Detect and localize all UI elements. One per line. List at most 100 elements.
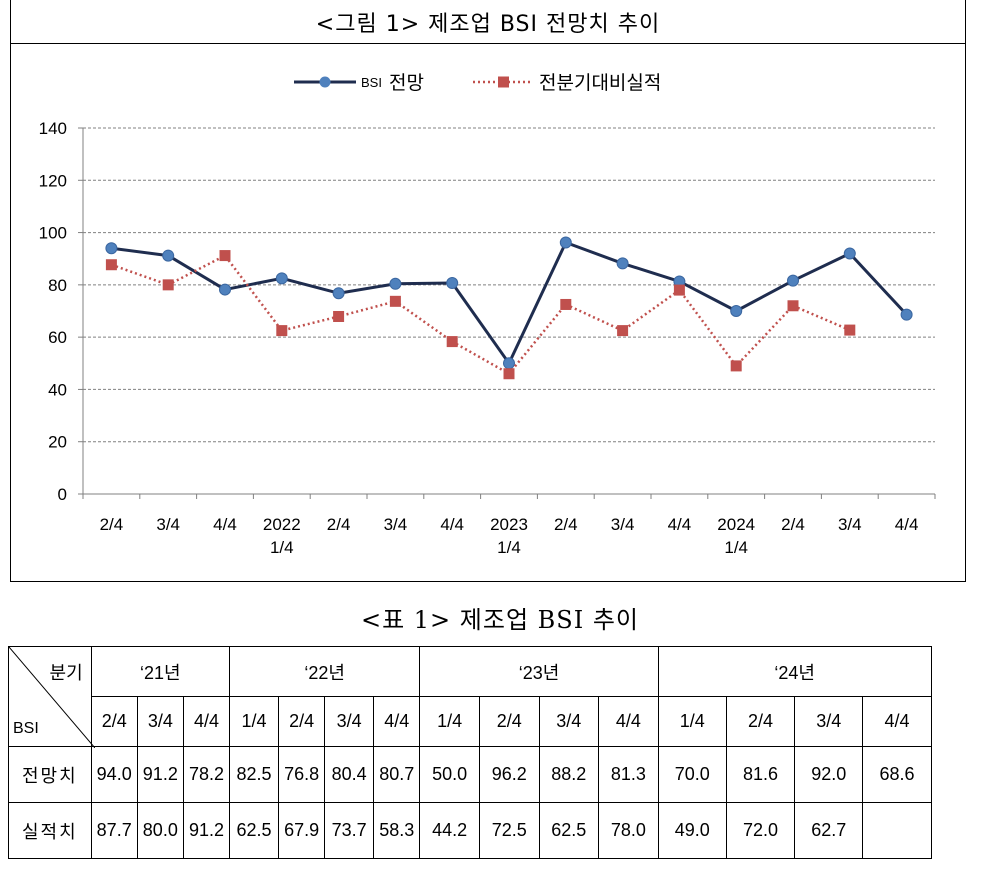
table-cell: 88.2 bbox=[538, 746, 600, 803]
y-tick-label: 20 bbox=[48, 433, 67, 452]
x-tick-label-line: 2022 bbox=[263, 515, 301, 534]
table-cell: 62.7 bbox=[794, 802, 864, 859]
data-point-forecast bbox=[219, 283, 231, 296]
table-cell: 62.5 bbox=[538, 802, 600, 859]
table-cell: 80.7 bbox=[373, 746, 421, 803]
x-tick-label: 4/4 bbox=[668, 515, 692, 534]
x-tick-label: 2023 1/4 bbox=[490, 515, 528, 557]
x-tick-label: 3/4 bbox=[611, 515, 635, 534]
figure-title: <그림 1> 제조업 BSI 전망치 추이 bbox=[11, 0, 965, 44]
year-header: ‘22년 bbox=[229, 646, 421, 697]
x-tick-label-line: 3/4 bbox=[156, 515, 180, 534]
x-tick-label: 2/4 bbox=[100, 515, 124, 534]
quarter-header: 4/4 bbox=[373, 696, 421, 747]
x-tick-label-line: 3/4 bbox=[384, 515, 408, 534]
x-tick-label: 2022 1/4 bbox=[263, 515, 301, 557]
quarter-header: 4/4 bbox=[862, 696, 932, 747]
x-tick-label: 2/4 bbox=[554, 515, 578, 534]
data-point-actual bbox=[844, 324, 856, 336]
data-point-actual bbox=[730, 360, 742, 372]
series-line-forecast bbox=[111, 241, 908, 365]
legend-marker-forecast bbox=[319, 76, 331, 88]
x-tick-label-line: 1/4 bbox=[497, 538, 521, 557]
x-tick-label-line: 2/4 bbox=[327, 515, 351, 534]
x-tick-label: 3/4 bbox=[838, 515, 862, 534]
x-tick-label: 2024 1/4 bbox=[717, 515, 755, 557]
data-point-actual bbox=[560, 298, 572, 310]
legend-label-forecast: 전망 bbox=[389, 72, 424, 94]
y-tick-label: 120 bbox=[39, 171, 67, 190]
data-point-actual bbox=[617, 325, 629, 337]
quarter-header: 1/4 bbox=[419, 696, 480, 747]
corner-label-bsi: BSI bbox=[13, 720, 39, 737]
table-cell: 49.0 bbox=[657, 802, 727, 859]
x-tick-label-line: 2024 bbox=[717, 515, 755, 534]
x-tick-label: 2/4 bbox=[781, 515, 805, 534]
x-tick-label: 4/4 bbox=[440, 515, 464, 534]
data-point-forecast bbox=[503, 357, 515, 370]
row-label: 전망치 bbox=[8, 746, 92, 803]
table-cell: 78.0 bbox=[598, 802, 659, 859]
x-tick-label-line: 4/4 bbox=[895, 515, 919, 534]
table-cell: 67.9 bbox=[278, 802, 326, 859]
data-point-forecast bbox=[559, 236, 572, 249]
quarter-header: 3/4 bbox=[136, 696, 184, 747]
table-cell bbox=[862, 802, 932, 859]
data-point-forecast bbox=[162, 249, 175, 262]
figure-box: <그림 1> 제조업 BSI 전망치 추이 0 20 40 60 80 100 120 140… bbox=[10, 0, 966, 582]
table-cell: 91.2 bbox=[136, 746, 184, 803]
quarter-header: 2/4 bbox=[278, 696, 326, 747]
y-tick-label: 40 bbox=[48, 380, 67, 399]
line-chart: 0 20 40 60 80 100 120 140 2/4 3/4 4/4 2022 1/4 2/4 3/4… bbox=[39, 72, 936, 557]
x-tick-label-line: 4/4 bbox=[668, 515, 692, 534]
table-cell: 58.3 bbox=[373, 802, 421, 859]
table-cell: 72.5 bbox=[478, 802, 540, 859]
table-cell: 50.0 bbox=[419, 746, 480, 803]
data-point-forecast bbox=[616, 257, 629, 270]
table-cell: 80.0 bbox=[136, 802, 184, 859]
corner-diagonal-line bbox=[9, 647, 95, 748]
x-tick-label-line: 2023 bbox=[490, 515, 528, 534]
year-header: ‘24년 bbox=[657, 646, 932, 697]
quarter-header: 4/4 bbox=[598, 696, 659, 747]
y-tick-label: 60 bbox=[48, 328, 67, 347]
legend-marker-actual bbox=[498, 76, 509, 88]
table-cell: 78.2 bbox=[182, 746, 231, 803]
x-tick-label-line: 4/4 bbox=[440, 515, 464, 534]
table-cell: 81.6 bbox=[725, 746, 796, 803]
table-cell: 44.2 bbox=[419, 802, 480, 859]
data-point-forecast bbox=[446, 277, 459, 290]
y-tick-label: 0 bbox=[58, 485, 67, 504]
data-point-actual bbox=[503, 368, 515, 380]
data-point-forecast bbox=[389, 277, 402, 290]
table-title: <표 1> 제조업 BSI 추이 bbox=[360, 606, 640, 634]
data-point-forecast bbox=[730, 305, 743, 317]
legend-label-forecast-prefix: BSI bbox=[361, 75, 382, 90]
corner-diagonal bbox=[9, 647, 95, 748]
data-point-actual bbox=[219, 250, 231, 262]
data-point-actual bbox=[333, 310, 345, 322]
table-cell: 81.3 bbox=[598, 746, 659, 803]
data-point-forecast bbox=[332, 287, 345, 300]
x-tick-label-line: 1/4 bbox=[270, 538, 294, 557]
table-cell: 91.2 bbox=[182, 802, 231, 859]
x-tick-label: 3/4 bbox=[384, 515, 408, 534]
data-point-actual bbox=[446, 336, 458, 348]
bsi-table: 분기 BSI ‘21년 ‘22년 ‘23년 ‘24년 2/4 3/4 4/4 1/4 2/4 3/4 4… bbox=[8, 646, 997, 859]
y-tick-label: 100 bbox=[39, 224, 67, 243]
x-tick-label: 4/4 bbox=[213, 515, 237, 534]
x-tick-label: 2/4 bbox=[327, 515, 351, 534]
table-cell: 62.5 bbox=[229, 802, 280, 859]
table-cell: 80.4 bbox=[324, 746, 375, 803]
corner-label-quarter: 분기 bbox=[49, 663, 83, 683]
series-line-actual bbox=[110, 254, 851, 375]
table-cell: 73.7 bbox=[324, 802, 375, 859]
data-point-actual bbox=[276, 325, 288, 337]
table-cell: 82.5 bbox=[229, 746, 280, 803]
data-point-forecast bbox=[843, 247, 856, 260]
x-tick-label-line: 2/4 bbox=[100, 515, 124, 534]
year-header: ‘21년 bbox=[90, 646, 231, 697]
quarter-header: 1/4 bbox=[229, 696, 280, 747]
table-cell: 87.7 bbox=[90, 802, 138, 859]
data-point-actual bbox=[787, 300, 799, 312]
